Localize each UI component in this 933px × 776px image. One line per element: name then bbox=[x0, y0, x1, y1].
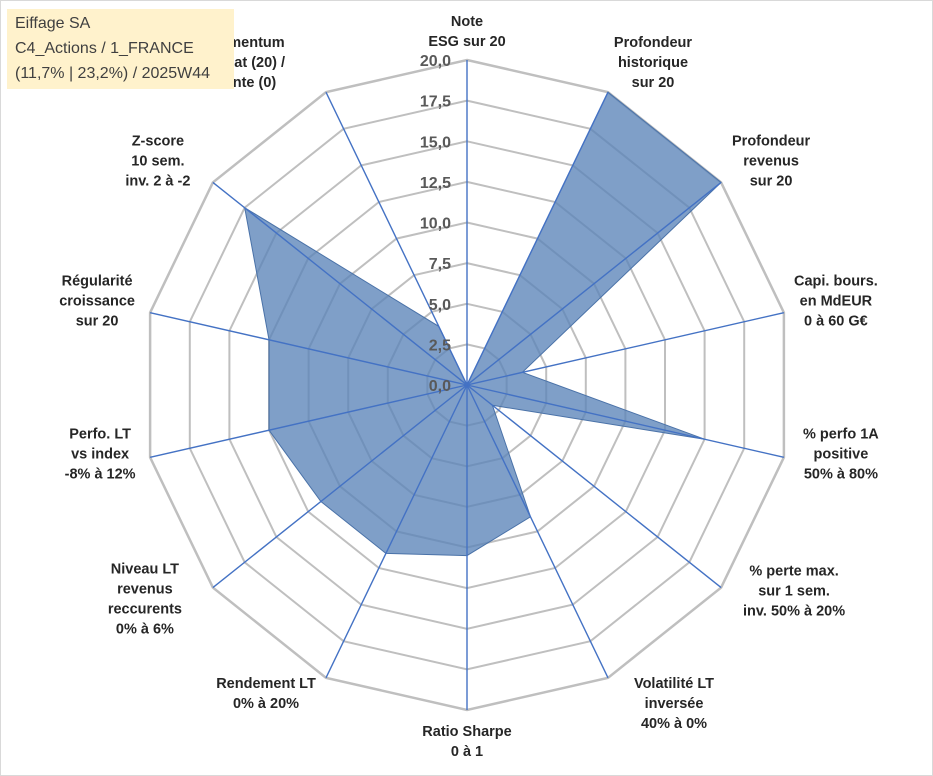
axis-label-line: Volatilité LT bbox=[634, 676, 714, 692]
axis-label-12: Z-score 10 sem. inv. 2 à -2 bbox=[125, 133, 190, 189]
axis-spoke-11 bbox=[149, 312, 468, 386]
axis-spoke-4 bbox=[466, 384, 785, 458]
axis-spoke-1 bbox=[466, 91, 609, 386]
axis-label-2: Profondeur revenus sur 20 bbox=[732, 133, 810, 189]
tick-label: 0,0 bbox=[429, 378, 451, 395]
axis-label-line: Rendement LT bbox=[216, 676, 316, 692]
axis-label-line: en MdEUR bbox=[800, 294, 873, 310]
axis-label-line: ESG sur 20 bbox=[428, 34, 505, 50]
axis-label-line: reccurents bbox=[108, 602, 182, 618]
axis-spoke-6 bbox=[466, 384, 609, 679]
axis-spoke-3 bbox=[466, 312, 785, 386]
tick-layer: 0,0 2,5 5,0 7,5 10,0 12,5 15,0 17,5 20,0 bbox=[420, 53, 451, 395]
chart-title-box: Eiffage SA C4_Actions / 1_FRANCE (11,7% … bbox=[7, 9, 234, 89]
axis-label-line: sur 20 bbox=[76, 314, 119, 330]
series-layer bbox=[244, 91, 722, 557]
axis-label-line: Régularité bbox=[62, 274, 133, 290]
axis-label-line: 0 à 1 bbox=[451, 744, 483, 760]
axis-label-5: % perte max. sur 1 sem. inv. 50% à 20% bbox=[743, 564, 845, 620]
axis-label-line: Note bbox=[451, 14, 483, 30]
axis-spoke-9 bbox=[212, 384, 468, 589]
axis-label-line: vs index bbox=[71, 446, 129, 462]
performance-period: (11,7% | 23,2%) / 2025W44 bbox=[15, 65, 211, 82]
axis-label-line: revenus bbox=[743, 153, 799, 169]
axis-label-line: Profondeur bbox=[614, 35, 692, 51]
axis-label-line: Niveau LT bbox=[111, 562, 179, 578]
axis-label-line: historique bbox=[618, 55, 688, 71]
axis-label-9: Niveau LT revenus reccurents 0% à 6% bbox=[108, 562, 182, 638]
company-name: Eiffage SA bbox=[15, 15, 91, 32]
tick-label: 7,5 bbox=[429, 256, 451, 273]
axis-label-line: sur 1 sem. bbox=[758, 584, 830, 600]
series-area bbox=[244, 91, 722, 557]
axis-label-line: Profondeur bbox=[732, 133, 810, 149]
tick-label: 15,0 bbox=[420, 134, 451, 151]
axis-label-line: inv. 2 à -2 bbox=[125, 173, 190, 189]
axis-label-line: inversée bbox=[645, 696, 704, 712]
axis-spoke-13 bbox=[325, 91, 468, 386]
axis-spoke-10 bbox=[149, 384, 468, 458]
axis-label-line: 50% à 80% bbox=[804, 466, 878, 482]
axis-label-line: Ratio Sharpe bbox=[422, 724, 511, 740]
axis-label-3: Capi. bours. en MdEUR 0 à 60 G€ bbox=[794, 274, 878, 330]
tick-label: 12,5 bbox=[420, 175, 451, 192]
axis-layer bbox=[149, 60, 785, 710]
tick-label: 5,0 bbox=[429, 297, 451, 314]
axis-label-line: sur 20 bbox=[632, 75, 675, 91]
axis-label-8: Rendement LT 0% à 20% bbox=[216, 676, 316, 712]
axis-label-0: Note ESG sur 20 bbox=[428, 14, 505, 50]
axis-label-line: 10 sem. bbox=[131, 153, 184, 169]
axis-label-6: Volatilité LT inversée 40% à 0% bbox=[634, 676, 714, 732]
axis-label-line: 40% à 0% bbox=[641, 716, 707, 732]
axis-label-1: Profondeur historique sur 20 bbox=[614, 35, 692, 91]
portfolio-category: C4_Actions / 1_FRANCE bbox=[15, 40, 194, 57]
axis-label-11: Régularité croissance sur 20 bbox=[59, 274, 135, 330]
label-layer: Note ESG sur 20 Profondeur historique sur 20… bbox=[59, 14, 879, 760]
tick-label: 2,5 bbox=[429, 337, 451, 354]
axis-label-line: -8% à 12% bbox=[65, 466, 136, 482]
axis-label-line: croissance bbox=[59, 294, 135, 310]
axis-label-line: 0% à 6% bbox=[116, 622, 174, 638]
axis-label-line: % perfo 1A bbox=[803, 426, 879, 442]
axis-label-line: sur 20 bbox=[750, 173, 793, 189]
axis-label-line: 0 à 60 G€ bbox=[804, 314, 868, 330]
axis-label-line: 0% à 20% bbox=[233, 696, 299, 712]
axis-label-line: positive bbox=[814, 446, 869, 462]
axis-label-line: revenus bbox=[117, 582, 173, 598]
axis-label-4: % perfo 1A positive 50% à 80% bbox=[803, 426, 879, 482]
axis-label-7: Ratio Sharpe 0 à 1 bbox=[422, 724, 511, 760]
axis-label-line: inv. 50% à 20% bbox=[743, 604, 845, 620]
tick-label: 10,0 bbox=[420, 216, 451, 233]
axis-label-10: Perfo. LT vs index -8% à 12% bbox=[65, 426, 136, 482]
tick-label: 20,0 bbox=[420, 53, 451, 70]
axis-label-line: % perte max. bbox=[749, 564, 838, 580]
axis-label-line: Capi. bours. bbox=[794, 274, 878, 290]
axis-label-line: Z-score bbox=[132, 133, 184, 149]
axis-spoke-5 bbox=[466, 384, 722, 589]
axis-spoke-8 bbox=[325, 384, 468, 679]
tick-label: 17,5 bbox=[420, 94, 451, 111]
axis-spoke-12 bbox=[212, 181, 468, 386]
axis-spoke-2 bbox=[466, 181, 722, 386]
axis-label-line: Perfo. LT bbox=[69, 426, 131, 442]
